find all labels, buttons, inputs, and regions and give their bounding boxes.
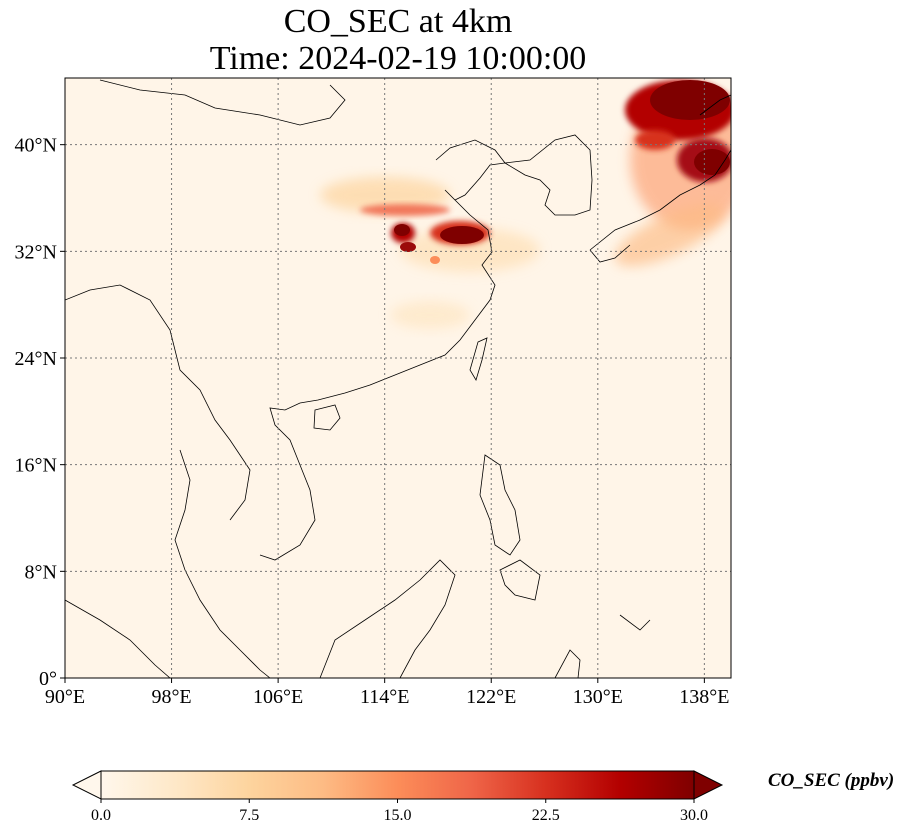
lon-tick-label: 106°E — [253, 686, 303, 708]
coastlines — [65, 79, 731, 678]
coastline-mainland — [99, 79, 506, 561]
lat-tick-label: 24°N — [15, 348, 57, 370]
colorbar-tick-label: 0.0 — [91, 807, 111, 824]
lat-tick-label: 0° — [39, 668, 57, 690]
latitude-axis: 0° 8°N 16°N 24°N 32°N 40°N — [15, 135, 65, 690]
lat-tick-label: 16°N — [15, 455, 57, 477]
map-area — [65, 78, 731, 678]
lon-tick-label: 130°E — [573, 686, 623, 708]
plume-jiangsu-core — [440, 226, 484, 244]
lon-tick-label: 114°E — [360, 686, 409, 708]
colorbar-tick-label: 15.0 — [384, 807, 412, 824]
title-line-1: CO_SEC at 4km — [283, 3, 513, 40]
colorbar-bar — [100, 770, 695, 800]
colorbar-tick-label: 7.5 — [239, 807, 259, 824]
coastline-borneo — [319, 559, 456, 678]
plume-band — [360, 204, 450, 216]
coastline-korea — [503, 134, 593, 216]
plume-dot — [430, 256, 440, 264]
colorbar: 0.0 7.5 15.0 22.5 30.0 — [71, 770, 724, 824]
lat-tick-label: 8°N — [25, 561, 57, 583]
colorbar-label: CO_SEC (ppbv) — [768, 770, 895, 791]
coastline-philippines — [479, 454, 541, 601]
lat-tick-label: 32°N — [15, 241, 57, 263]
plume-hokkaido-core — [694, 149, 730, 175]
haze-south — [390, 301, 470, 329]
coastline-sumatra — [65, 599, 171, 678]
lon-tick-label: 122°E — [466, 686, 516, 708]
colorbar-tick-label: 22.5 — [532, 807, 560, 824]
plume-sea-of-japan — [635, 130, 675, 150]
colorbar-ticks: 0.0 7.5 15.0 22.5 30.0 — [91, 799, 708, 824]
coastline-hainan — [313, 404, 341, 431]
lon-tick-label: 98°E — [151, 686, 191, 708]
lon-tick-label: 138°E — [679, 686, 729, 708]
gridlines — [65, 78, 731, 678]
plume-okhotsk-core — [650, 80, 730, 120]
longitude-axis: 90°E 98°E 106°E 114°E 122°E 130°E 138°E — [45, 678, 729, 708]
lat-tick-label: 40°N — [15, 135, 57, 157]
colorbar-tick-label: 30.0 — [680, 807, 708, 824]
plume-anhui-core — [394, 224, 410, 236]
coastline-japan — [589, 94, 731, 263]
title-line-2: Time: 2024-02-19 10:00:00 — [209, 40, 587, 77]
coastline-taiwan — [469, 337, 488, 381]
borders-indochina — [65, 284, 271, 678]
colorbar-extend-min — [71, 770, 102, 800]
map-frame — [64, 77, 732, 679]
plume-japan-pacific — [614, 203, 726, 267]
lon-tick-label: 90°E — [45, 686, 85, 708]
plume-anhui-south — [400, 242, 416, 252]
colorbar-extend-max — [693, 770, 724, 800]
coastline-sulawesi — [554, 614, 651, 678]
